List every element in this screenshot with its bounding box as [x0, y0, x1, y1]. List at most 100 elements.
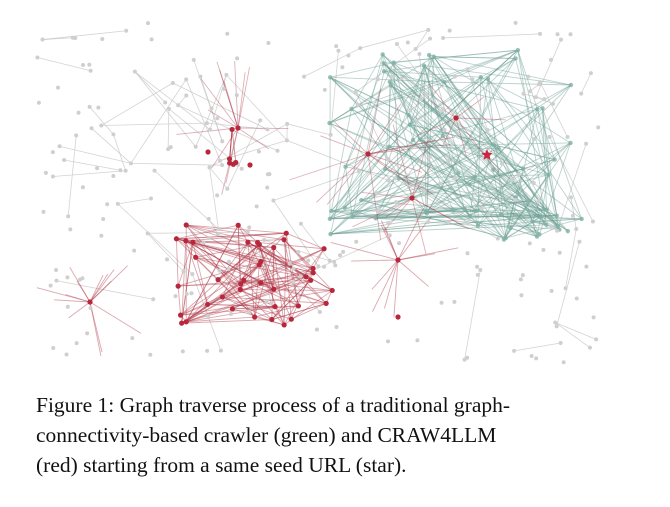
crawled-node [431, 54, 436, 59]
node [224, 72, 229, 77]
edge [355, 91, 389, 160]
edge [415, 29, 429, 50]
node [534, 356, 539, 361]
node [271, 198, 276, 203]
edge [514, 342, 561, 352]
traversal-edge [408, 114, 538, 237]
node [189, 291, 194, 296]
traversal-edge [423, 65, 459, 174]
edge [193, 59, 223, 142]
crawled-node [387, 79, 393, 85]
node [206, 216, 211, 221]
traversal-edge [367, 143, 452, 155]
node [217, 268, 222, 273]
node [529, 353, 534, 358]
node [475, 272, 480, 277]
traversal-edge [408, 114, 459, 174]
edge [177, 95, 187, 106]
node [51, 346, 56, 351]
node [77, 277, 82, 282]
traversal-edge [412, 65, 425, 141]
node [541, 247, 546, 252]
node [532, 137, 537, 142]
traversal-edge [433, 56, 516, 59]
node [208, 127, 213, 132]
crawled-node [381, 69, 387, 74]
edge [209, 167, 228, 190]
node [245, 230, 250, 235]
traversal-edge [247, 241, 311, 281]
traversal-edge [367, 139, 436, 155]
traversal-edge [367, 136, 455, 155]
traversal-edge [330, 76, 445, 83]
traversal-edge [222, 296, 292, 320]
traversal-edge [195, 243, 260, 258]
traversal-edge [207, 264, 260, 305]
node [87, 104, 92, 109]
traversal-edge [352, 197, 413, 228]
traversal-edge [329, 84, 572, 220]
traversal-edge [181, 279, 244, 324]
traversal-edge [385, 197, 413, 218]
crawled-node [87, 299, 93, 305]
traversal-edge [283, 239, 314, 269]
node [374, 191, 379, 196]
node [452, 299, 457, 304]
traversal-edge [176, 224, 239, 240]
node [215, 193, 220, 198]
node [356, 169, 361, 174]
traversal-edge [417, 117, 457, 136]
traversal-edge [469, 159, 555, 185]
edge [147, 231, 248, 234]
traversal-edge [316, 153, 369, 203]
crawled-node [539, 214, 544, 219]
traversal-edge [329, 81, 445, 124]
traversal-edge [181, 248, 325, 324]
node [376, 208, 381, 213]
node [247, 309, 252, 314]
traversal-edge [548, 174, 558, 216]
edge [256, 241, 272, 304]
crawled-node [245, 239, 251, 245]
traversal-edge [217, 232, 287, 281]
crawled-node [327, 120, 332, 126]
crawled-node [247, 162, 253, 168]
traversal-edge [383, 62, 538, 237]
traversal-edge [329, 76, 476, 178]
traversal-edge [412, 139, 470, 185]
traversal-edge [207, 282, 261, 305]
node [258, 118, 263, 123]
traversal-edge [181, 283, 241, 324]
crawled-node [467, 214, 473, 219]
traversal-edge [393, 62, 399, 179]
node [80, 185, 85, 190]
node [542, 97, 547, 102]
crawled-node [472, 174, 478, 179]
traversal-edge [423, 65, 427, 213]
node [220, 163, 225, 168]
edge [570, 197, 577, 230]
crawled-node [508, 225, 513, 231]
traversal-edge [329, 81, 445, 220]
crawled-node [177, 312, 184, 318]
traversal-edge [455, 117, 506, 121]
traversal-edge [352, 210, 454, 218]
traversal-edge [425, 211, 511, 229]
traversal-edge [185, 225, 239, 323]
traversal-edge [474, 176, 559, 227]
node [265, 185, 270, 190]
traversal-edge [186, 224, 258, 243]
node [340, 65, 345, 70]
traversal-edge [254, 316, 285, 326]
traversal-edge [211, 127, 239, 169]
node [184, 291, 189, 296]
traversal-edge [426, 56, 435, 214]
traversal-edge [428, 54, 494, 145]
traversal-edge [178, 279, 311, 287]
node [124, 28, 129, 33]
traversal-edge [344, 168, 386, 208]
traversal-edge [375, 210, 454, 219]
node [386, 221, 391, 226]
traversal-edge [515, 159, 555, 198]
traversal-edge [207, 303, 276, 308]
